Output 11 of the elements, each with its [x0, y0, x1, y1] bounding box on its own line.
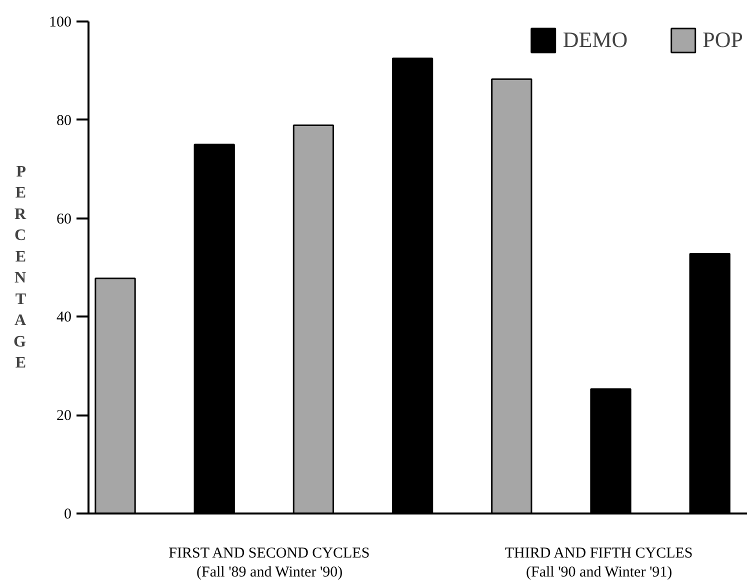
legend-label: POP: [702, 27, 743, 53]
y-tick-label: 60: [56, 211, 72, 228]
text: FIRST AND SECOND CYCLES (Fall '89 and Winter '90): [168, 546, 370, 581]
text: PERCENTAGE: [14, 163, 26, 372]
text: THIRD AND FIFTH CYCLES (Fall '90 and Winter '91): [504, 546, 693, 581]
y-tick-label: 80: [56, 112, 72, 129]
y-tick-label: 0: [64, 506, 72, 522]
y-tick-label: 20: [56, 408, 72, 424]
legend-label: DEMO: [562, 27, 628, 53]
y-tick-label: 100: [49, 14, 72, 30]
y-tick-label: 40: [56, 310, 72, 326]
